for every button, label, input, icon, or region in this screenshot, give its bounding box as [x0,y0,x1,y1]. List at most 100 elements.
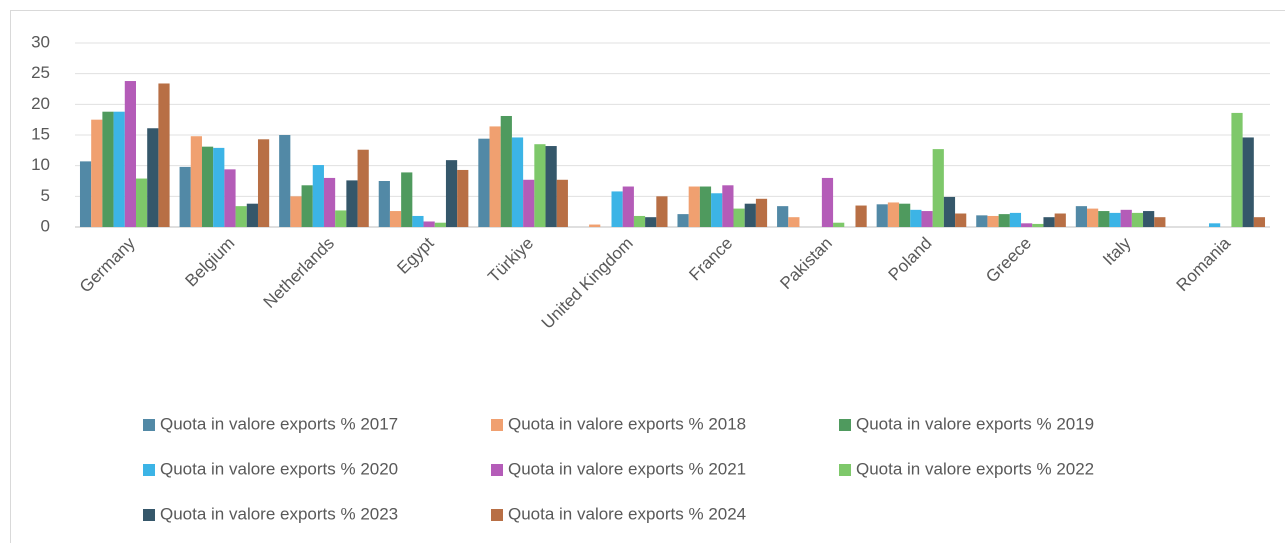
bar [557,180,568,227]
x-tick-label: France [685,234,736,285]
x-tick-label: Pakistan [776,234,836,294]
legend-label: Quota in valore exports % 2021 [508,459,746,478]
bar [302,185,313,227]
bar [899,204,910,227]
bar [512,137,523,227]
legend-swatch [491,419,503,431]
bar [1154,217,1165,227]
bar [324,178,335,227]
bar [987,216,998,227]
bar [933,149,944,227]
legend-label: Quota in valore exports % 2017 [160,414,398,433]
bar [346,180,357,227]
bar [722,185,733,227]
bar [358,150,369,227]
bar [689,187,700,227]
y-tick-label: 0 [41,216,50,235]
legend-label: Quota in valore exports % 2020 [160,459,398,478]
bar [390,211,401,227]
bar [999,214,1010,227]
bar [1043,217,1054,227]
x-tick-label: Belgium [182,234,239,291]
legend-swatch [143,419,155,431]
bar [478,139,489,227]
y-tick-label: 25 [31,63,50,82]
legend-swatch [491,464,503,476]
bar [202,147,213,227]
bar [1231,113,1242,227]
bar [733,209,744,227]
y-tick-label: 10 [31,155,50,174]
x-tick-label: Türkiye [484,234,537,287]
bar [777,206,788,227]
legend-label: Quota in valore exports % 2024 [508,504,746,523]
bar [877,204,888,227]
bar [1143,211,1154,227]
legend-label: Quota in valore exports % 2018 [508,414,746,433]
x-tick-label: Netherlands [260,234,338,312]
bar [279,135,290,227]
bar [147,128,158,227]
bar [745,204,756,227]
bar [700,187,711,227]
bar [910,210,921,227]
bar [976,215,987,227]
bar [125,81,136,227]
legend-swatch [143,509,155,521]
bar [91,120,102,227]
bar [180,167,191,227]
bar [1032,224,1043,227]
x-tick-label: Poland [885,234,936,285]
y-tick-label: 15 [31,124,50,143]
bar [1209,223,1220,227]
bar [1010,213,1021,227]
x-tick-label: Germany [76,233,139,296]
bar [888,202,899,227]
bar [224,169,235,227]
bar [236,206,247,227]
bar [677,214,688,227]
bar [490,126,501,227]
x-tick-label: Greece [982,234,1035,287]
bar [1076,206,1087,227]
legend-swatch [839,464,851,476]
bar [546,146,557,227]
bar [290,196,301,227]
legend-swatch [491,509,503,521]
bar [412,216,423,227]
x-tick-label: Egypt [393,233,437,277]
bar [756,199,767,227]
bar [955,214,966,227]
bar [1254,217,1265,227]
x-tick-label: United Kingdom [538,234,637,333]
bar [921,211,932,227]
bar [313,165,324,227]
bar [1132,213,1143,227]
bar [534,144,545,227]
bar [1121,210,1132,227]
bar [114,112,125,227]
bar [191,136,202,227]
bar [1021,223,1032,227]
bar [1087,209,1098,227]
bar [788,217,799,227]
bar [623,187,634,227]
y-tick-label: 20 [31,94,50,113]
bar [247,204,258,227]
bar [102,112,113,227]
bar [944,197,955,227]
legend-label: Quota in valore exports % 2019 [856,414,1094,433]
bar [424,221,435,227]
bar [335,210,346,227]
y-tick-label: 5 [41,186,50,205]
bar [612,191,623,227]
bar [80,161,91,227]
bar [501,116,512,227]
bar [435,223,446,227]
bar [446,160,457,227]
bar [136,179,147,227]
bar [1055,214,1066,227]
y-tick-label: 30 [31,32,50,51]
bar [1243,137,1254,227]
legend-label: Quota in valore exports % 2022 [856,459,1094,478]
